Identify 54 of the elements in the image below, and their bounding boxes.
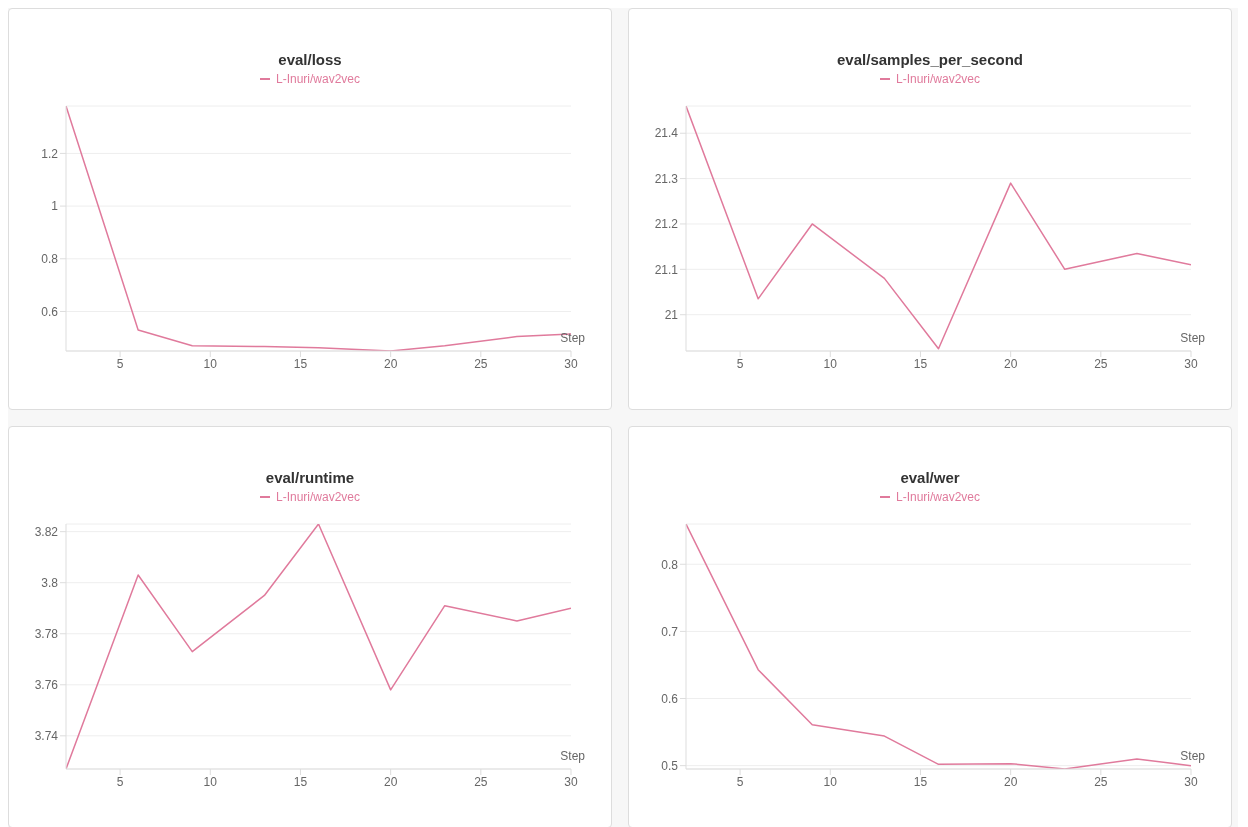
y-tick-label: 21.4	[654, 126, 679, 141]
x-tick-label: 30	[1184, 356, 1198, 371]
x-tick-label: 15	[913, 356, 928, 371]
legend-label: L-Inuri/wav2vec	[274, 72, 361, 86]
chart-title: eval/runtime	[264, 469, 356, 486]
x-tick-label: 30	[1184, 774, 1198, 789]
chart-title: eval/samples_per_second	[836, 51, 1024, 68]
y-tick-label: 0.6	[661, 691, 679, 706]
y-tick-label: 21.3	[654, 171, 679, 186]
legend-label: L-Inuri/wav2vec	[274, 490, 361, 504]
y-tick-label: 0.8	[661, 557, 679, 572]
x-tick-label: 25	[1094, 356, 1108, 371]
y-tick-label: 0.7	[661, 624, 679, 639]
x-tick-label: 30	[564, 356, 578, 371]
chart-title: eval/wer	[899, 469, 961, 486]
x-tick-label: 15	[293, 774, 308, 789]
x-tick-label: 5	[116, 356, 124, 371]
x-tick-label: 5	[116, 774, 124, 789]
x-tick-label: 20	[383, 774, 398, 789]
x-tick-label: 15	[293, 356, 308, 371]
x-axis-title: Step	[1180, 330, 1206, 345]
legend-label: L-Inuri/wav2vec	[894, 490, 981, 504]
y-tick-label: 0.5	[661, 758, 679, 773]
x-tick-label: 20	[1003, 774, 1018, 789]
x-tick-label: 30	[564, 774, 578, 789]
y-tick-label: 1	[51, 199, 59, 214]
x-tick-label: 25	[1094, 774, 1108, 789]
x-tick-label: 5	[736, 356, 744, 371]
x-axis-title: Step	[560, 330, 586, 345]
x-tick-label: 5	[736, 774, 744, 789]
x-axis-title: Step	[1180, 748, 1206, 763]
y-tick-label: 3.8	[41, 575, 59, 590]
x-tick-label: 10	[823, 774, 838, 789]
y-tick-label: 21.2	[654, 217, 679, 232]
x-tick-label: 25	[474, 356, 488, 371]
y-tick-label: 21	[664, 307, 679, 322]
y-tick-label: 3.74	[34, 729, 59, 744]
y-tick-label: 3.76	[34, 678, 59, 693]
x-tick-label: 20	[383, 356, 398, 371]
y-tick-label: 0.6	[41, 304, 59, 319]
x-tick-label: 25	[474, 774, 488, 789]
x-tick-label: 10	[203, 774, 218, 789]
y-tick-label: 3.78	[34, 627, 59, 641]
y-tick-label: 21.1	[654, 262, 679, 277]
y-tick-label: 0.8	[41, 252, 59, 267]
legend-label: L-Inuri/wav2vec	[894, 72, 981, 86]
x-axis-title: Step	[560, 748, 586, 763]
x-tick-label: 15	[913, 774, 928, 789]
x-tick-label: 10	[823, 356, 838, 371]
x-tick-label: 20	[1003, 356, 1018, 371]
y-tick-label: 1.2	[41, 146, 59, 161]
x-tick-label: 10	[203, 356, 218, 371]
chart-title: eval/loss	[277, 51, 343, 68]
y-tick-label: 3.82	[34, 524, 59, 539]
